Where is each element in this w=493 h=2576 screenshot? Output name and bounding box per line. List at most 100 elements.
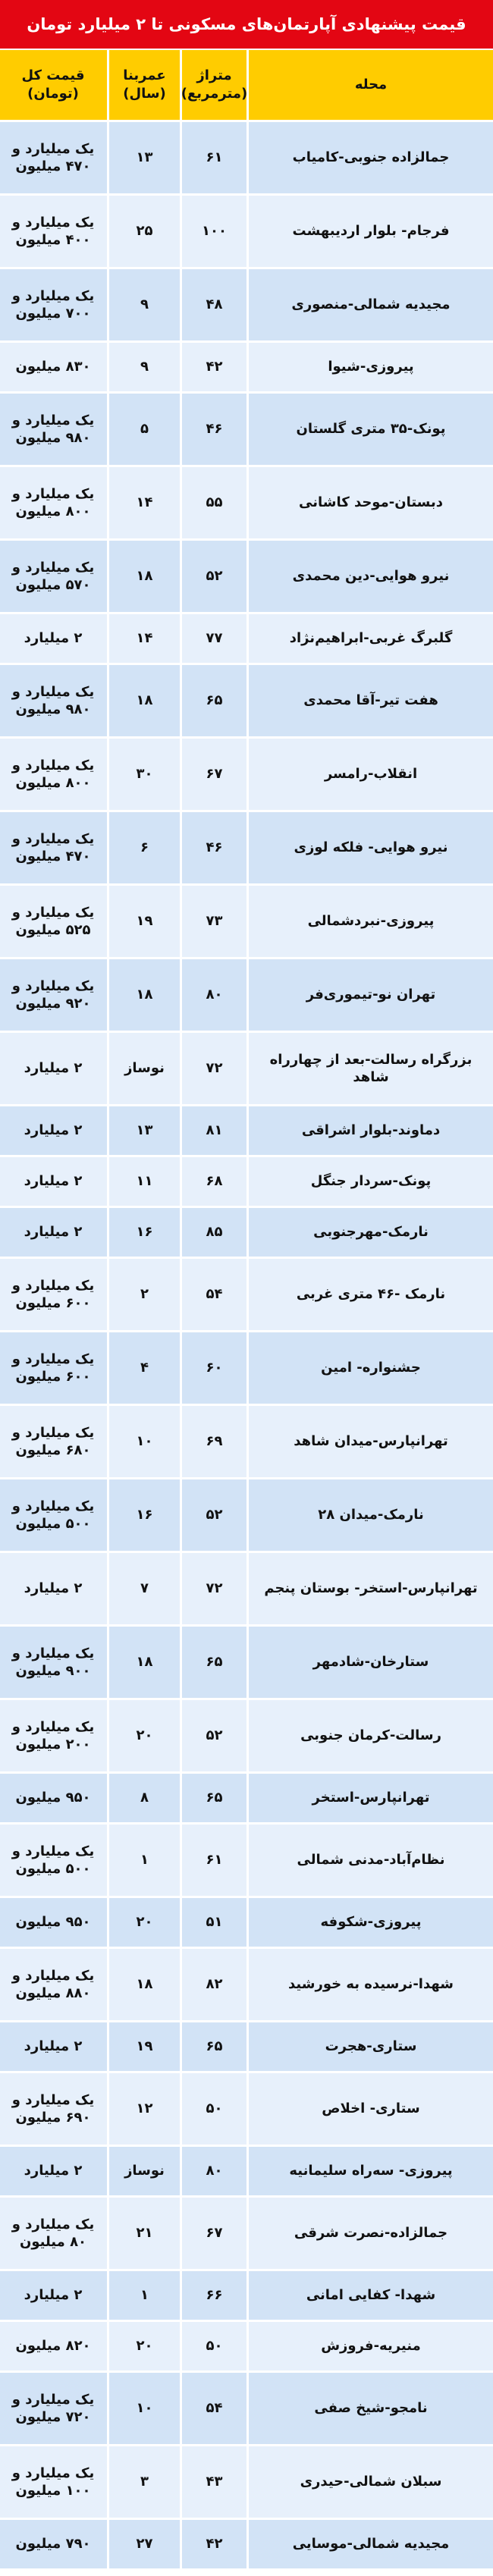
price-cell: ۲ میلیارد bbox=[0, 2271, 107, 2320]
price-cell: ۲ میلیارد bbox=[0, 2022, 107, 2071]
area-cell: ۸۰ bbox=[182, 959, 246, 1031]
neighborhood-cell: تهرانپارس-استخر bbox=[249, 1774, 493, 1822]
price-cell: ۲ میلیارد bbox=[0, 1208, 107, 1257]
header-area-label: متراژ bbox=[196, 67, 232, 83]
age-cell: ۲۵ bbox=[109, 196, 180, 267]
price-cell: یک میلیارد و ۱۰۰ میلیون bbox=[0, 2446, 107, 2518]
age-cell: ۱۲ bbox=[109, 2073, 180, 2145]
neighborhood-cell: پیروزی-شکوفه bbox=[249, 1898, 493, 1947]
neighborhood-cell: دماوند-بلوار اشراقی bbox=[249, 1106, 493, 1155]
area-cell: ۴۲ bbox=[182, 343, 246, 391]
price-cell: یک میلیارد و ۶۹۰ میلیون bbox=[0, 2073, 107, 2145]
neighborhood-cell: جمالزاده جنوبی-کامیاب bbox=[249, 122, 493, 193]
age-cell: ۱۰ bbox=[109, 1406, 180, 1477]
area-cell: ۸۰ bbox=[182, 2147, 246, 2195]
area-cell: ۱۰۰ bbox=[182, 196, 246, 267]
area-cell: ۵۴ bbox=[182, 2373, 246, 2444]
age-cell: ۱۳ bbox=[109, 122, 180, 193]
area-cell: ۶۱ bbox=[182, 122, 246, 193]
price-cell: یک میلیارد و ۵۲۵ میلیون bbox=[0, 886, 107, 957]
area-cell: ۴۶ bbox=[182, 812, 246, 883]
neighborhood-cell: گلبرگ غربی-ابراهیم‌نژاد bbox=[249, 614, 493, 663]
area-cell: ۵۲ bbox=[182, 1479, 246, 1551]
price-cell: یک میلیارد و ۷۰۰ میلیون bbox=[0, 269, 107, 340]
neighborhood-cell: هفت تیر-آقا محمدی bbox=[249, 665, 493, 736]
price-cell: یک میلیارد و ۴۷۰ میلیون bbox=[0, 122, 107, 193]
age-cell: ۸ bbox=[109, 1774, 180, 1822]
price-cell: یک میلیارد و ۶۰۰ میلیون bbox=[0, 1332, 107, 1404]
neighborhood-cell: نارمک -۴۶ متری غربی bbox=[249, 1259, 493, 1330]
age-cell: ۱۳ bbox=[109, 1106, 180, 1155]
neighborhood-cell: نیرو هوایی-دین محمدی bbox=[249, 541, 493, 612]
price-cell: یک میلیارد و ۲۰۰ میلیون bbox=[0, 1700, 107, 1771]
neighborhood-cell: شهدا-نرسیده به خورشید bbox=[249, 1949, 493, 2020]
price-cell: یک میلیارد و ۶۸۰ میلیون bbox=[0, 1406, 107, 1477]
age-cell: نوساز bbox=[109, 2147, 180, 2195]
age-cell: ۲۰ bbox=[109, 2322, 180, 2370]
area-cell: ۶۵ bbox=[182, 1774, 246, 1822]
age-cell: ۱۹ bbox=[109, 886, 180, 957]
area-cell: ۷۳ bbox=[182, 886, 246, 957]
price-cell: یک میلیارد و ۹۲۰ میلیون bbox=[0, 959, 107, 1031]
area-cell: ۵۲ bbox=[182, 1700, 246, 1771]
price-cell: یک میلیارد و ۶۰۰ میلیون bbox=[0, 1259, 107, 1330]
age-cell: ۱۸ bbox=[109, 1627, 180, 1698]
area-cell: ۷۲ bbox=[182, 1033, 246, 1104]
age-cell: ۵ bbox=[109, 394, 180, 465]
age-cell: ۱۴ bbox=[109, 467, 180, 538]
price-cell: یک میلیارد و ۵۰۰ میلیون bbox=[0, 1479, 107, 1551]
header-price-label: قیمت کل bbox=[21, 67, 85, 83]
price-cell: ۷۹۰ میلیون bbox=[0, 2520, 107, 2568]
price-cell: ۸۳۰ میلیون bbox=[0, 343, 107, 391]
area-cell: ۴۸ bbox=[182, 269, 246, 340]
header-age-label: عمربنا bbox=[123, 67, 166, 83]
area-cell: ۶۶ bbox=[182, 2271, 246, 2320]
age-cell: ۳ bbox=[109, 2446, 180, 2518]
price-cell: یک میلیارد و ۵۰۰ میلیون bbox=[0, 1825, 107, 1896]
area-cell: ۸۲ bbox=[182, 1949, 246, 2020]
header-area-unit: (مترمربع) bbox=[181, 86, 248, 102]
age-cell: ۲۱ bbox=[109, 2198, 180, 2269]
neighborhood-cell: نارمک-میدان ۲۸ bbox=[249, 1479, 493, 1551]
age-cell: ۱۸ bbox=[109, 1949, 180, 2020]
price-cell: ۹۵۰ میلیون bbox=[0, 1898, 107, 1947]
neighborhood-cell: تهران نو-تیموری‌فر bbox=[249, 959, 493, 1031]
price-cell: یک میلیارد و ۹۰۰ میلیون bbox=[0, 1627, 107, 1698]
age-cell: ۶ bbox=[109, 812, 180, 883]
age-cell: ۳۰ bbox=[109, 739, 180, 810]
area-cell: ۵۲ bbox=[182, 541, 246, 612]
area-cell: ۷۲ bbox=[182, 1553, 246, 1624]
age-cell: ۱۸ bbox=[109, 959, 180, 1031]
neighborhood-cell: ستارخان-شادمهر bbox=[249, 1627, 493, 1698]
header-age-unit: (سال) bbox=[123, 86, 166, 102]
price-cell: یک میلیارد و ۴۷۰ میلیون bbox=[0, 812, 107, 883]
age-cell: ۹ bbox=[109, 269, 180, 340]
area-cell: ۵۱ bbox=[182, 1898, 246, 1947]
age-cell: ۱۰ bbox=[109, 2373, 180, 2444]
age-cell: ۱۴ bbox=[109, 614, 180, 663]
neighborhood-cell: جشنواره- امین bbox=[249, 1332, 493, 1404]
age-cell: ۲۰ bbox=[109, 1700, 180, 1771]
age-cell: ۹ bbox=[109, 343, 180, 391]
price-cell: یک میلیارد و ۹۸۰ میلیون bbox=[0, 394, 107, 465]
age-cell: ۴ bbox=[109, 1332, 180, 1404]
neighborhood-cell: ستاری-هجرت bbox=[249, 2022, 493, 2071]
neighborhood-cell: فرجام- بلوار اردیبهشت bbox=[249, 196, 493, 267]
area-cell: ۶۹ bbox=[182, 1406, 246, 1477]
neighborhood-cell: تهرانپارس-استخر- بوستان پنجم bbox=[249, 1553, 493, 1624]
neighborhood-cell: پیروزی-شیوا bbox=[249, 343, 493, 391]
age-cell: ۱ bbox=[109, 2271, 180, 2320]
area-cell: ۶۱ bbox=[182, 1825, 246, 1896]
area-cell: ۴۳ bbox=[182, 2446, 246, 2518]
neighborhood-cell: ستاری- اخلاص bbox=[249, 2073, 493, 2145]
age-cell: ۲۰ bbox=[109, 1898, 180, 1947]
price-cell: ۲ میلیارد bbox=[0, 1106, 107, 1155]
price-cell: ۲ میلیارد bbox=[0, 614, 107, 663]
neighborhood-cell: تهرانپارس-میدان شاهد bbox=[249, 1406, 493, 1477]
age-cell: ۱۶ bbox=[109, 1208, 180, 1257]
neighborhood-cell: نارمک-مهرجنوبی bbox=[249, 1208, 493, 1257]
age-cell: ۲ bbox=[109, 1259, 180, 1330]
area-cell: ۵۵ bbox=[182, 467, 246, 538]
age-cell: ۱۱ bbox=[109, 1157, 180, 1206]
area-cell: ۶۷ bbox=[182, 2198, 246, 2269]
